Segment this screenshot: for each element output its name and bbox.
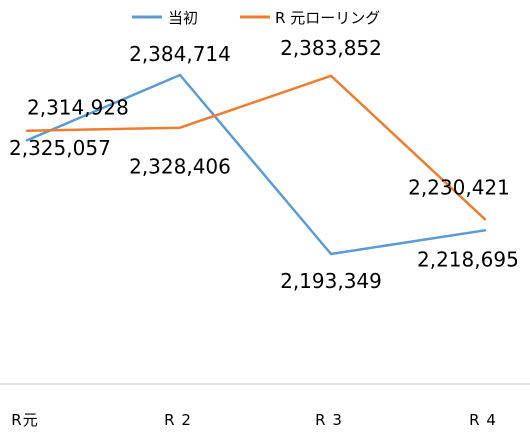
data-label-s1-4: 2,218,695 — [417, 247, 519, 271]
x-tick-layer: R元 R 2 R 3 R 4 — [11, 411, 497, 429]
legend: 当初 R 元ローリング — [132, 9, 380, 27]
legend-label-2: R 元ローリング — [275, 9, 380, 27]
x-tick-label-4: R 4 — [469, 411, 497, 429]
data-label-s1-2: 2,384,714 — [129, 42, 231, 66]
x-tick-label-2: R 2 — [164, 411, 192, 429]
legend-label-1: 当初 — [168, 9, 198, 27]
data-label-s2-2: 2,328,406 — [129, 155, 231, 179]
series-layer — [25, 73, 487, 256]
data-label-s1-1: 2,314,928 — [27, 95, 129, 119]
data-label-s2-3: 2,383,852 — [280, 36, 382, 60]
data-label-s2-1: 2,325,057 — [9, 136, 111, 160]
series-line-2 — [25, 74, 487, 221]
data-label-layer: 2,314,928 2,384,714 2,193,349 2,218,695 2,32… — [9, 36, 519, 293]
x-tick-label-1: R元 — [11, 411, 38, 429]
x-tick-label-3: R 3 — [315, 411, 343, 429]
data-label-s2-4: 2,230,421 — [408, 175, 510, 199]
data-label-s1-3: 2,193,349 — [280, 269, 382, 293]
series-line-1 — [25, 73, 487, 256]
